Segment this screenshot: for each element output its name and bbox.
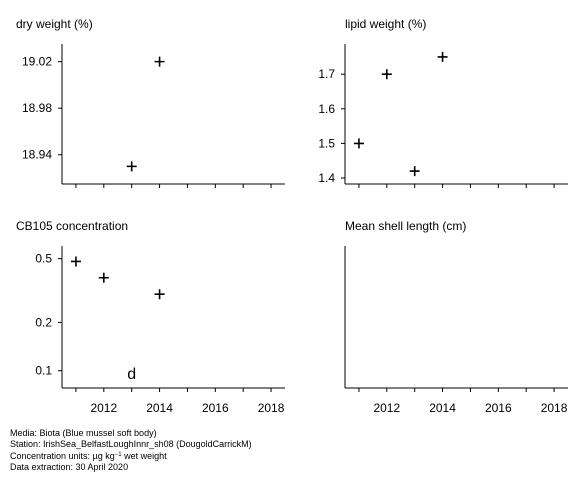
panel-2-point-2013 [409,166,420,177]
panel-3-point-2012 [98,272,109,283]
panel-3-x-tick-label-2016: 2016 [202,401,229,415]
footer-units-suffix: wet weight [121,451,167,461]
panel-1-y-tick-label-18.94: 18.94 [22,148,52,162]
chart-canvas: dry weight (%) 18.94 18.98 19.02 lipid weigh… [16,17,568,415]
panel-4-x-tick-label-2016: 2016 [485,401,512,415]
panel-1-point-2014 [154,56,165,67]
panel-1-point-2013 [126,161,137,172]
panel-3-x-tick-label-2012: 2012 [90,401,117,415]
footer-units-prefix: Concentration units: µg kg [10,451,115,461]
footer-media: Media: Biota (Blue mussel soft body) [10,428,157,438]
panel-2-point-2014 [437,51,448,62]
panel-2-point-2011 [353,138,364,149]
panel-3-point-2014 [154,289,165,300]
panel-3-y-tick-label-0.2: 0.2 [35,315,52,329]
chart-figure: dry weight (%) 18.94 18.98 19.02 lipid weigh… [16,17,568,415]
panel-4-x-tick-label-2012: 2012 [373,401,400,415]
panel-1-y-tick-label-19.02: 19.02 [22,55,52,69]
panel-3-point-2011 [70,256,81,267]
panel-1-title: dry weight (%) [16,17,93,31]
panel-2-title: lipid weight (%) [345,17,426,31]
panel-3-x-tick-label-2014: 2014 [146,401,173,415]
panel-4-x-tick-label-2018: 2018 [541,401,568,415]
panel-1-y-tick-label-18.98: 18.98 [22,101,52,115]
footer-units: Concentration units: µg kg−1 wet weight [10,450,252,462]
panel-2-y-tick-label-1.7: 1.7 [318,67,335,81]
panel-3-y-tick-label-0.5: 0.5 [35,252,52,266]
panel-4-title: Mean shell length (cm) [345,219,466,233]
panel-2-point-2012 [381,69,392,80]
panel-3-y-tick-label-0.1: 0.1 [35,364,52,378]
panel-3-title: CB105 concentration [16,219,128,233]
chart-footer: Media: Biota (Blue mussel soft body) Sta… [10,428,252,473]
panel-2-y-tick-label-1.4: 1.4 [318,171,335,185]
footer-extraction: Data extraction: 30 April 2020 [10,462,129,472]
panel-4-x-tick-label-2014: 2014 [429,401,456,415]
panel-2-y-tick-label-1.6: 1.6 [318,102,335,116]
footer-station: Station: IrishSea_BelfastLoughInnr_sh08 … [10,439,252,449]
panel-3-point-2013: d [127,366,136,383]
footer-units-exponent: −1 [114,452,122,458]
panel-3-x-tick-label-2018: 2018 [258,401,285,415]
panel-2-y-tick-label-1.5: 1.5 [318,136,335,150]
